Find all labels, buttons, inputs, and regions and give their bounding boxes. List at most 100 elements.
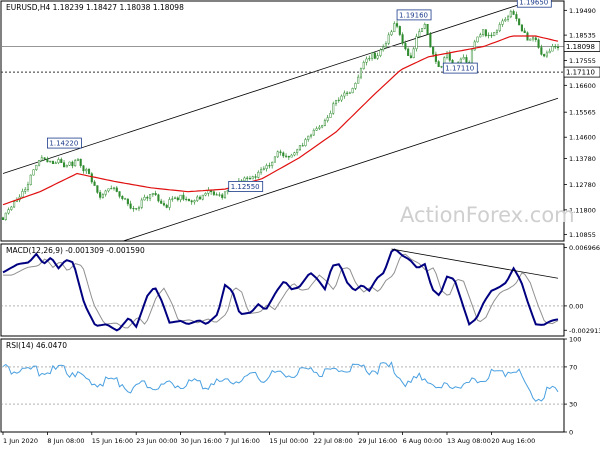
candle-body — [298, 145, 301, 151]
price-tick-label: 1.15565 — [569, 109, 596, 117]
candle-body — [115, 187, 118, 192]
candle-body — [1, 217, 5, 220]
candle-body — [440, 66, 443, 68]
annotation-label: 1.17110 — [445, 65, 474, 73]
candle-body — [534, 37, 537, 40]
candle-body — [304, 139, 307, 146]
candle-body — [185, 198, 188, 200]
candle-body — [257, 171, 260, 178]
candle-body — [373, 52, 376, 59]
candle-body — [101, 194, 104, 198]
candle-body — [187, 198, 190, 201]
candle-body — [301, 145, 304, 147]
candle-body — [63, 162, 66, 168]
time-tick-label: 30 Jun 16:00 — [181, 437, 222, 445]
candle-body — [68, 161, 71, 166]
rsi-axis: 100 70 30 0 — [564, 336, 581, 437]
candle-body — [24, 189, 27, 192]
candle-body — [49, 160, 52, 163]
candle-body — [154, 193, 157, 196]
candle-body — [420, 28, 424, 32]
macd-label: MACD(12,26,9) -0.001309 -0.001590 — [6, 246, 145, 255]
candle-body — [157, 194, 160, 202]
candle-body — [337, 99, 340, 101]
candle-body — [437, 61, 440, 67]
candle-body — [309, 134, 313, 137]
candle-body — [132, 207, 135, 210]
time-tick-label: 7 Jul 16:00 — [225, 437, 260, 445]
candle-body — [445, 53, 449, 58]
time-tick-label: 22 Jul 08:00 — [314, 437, 353, 445]
annotation-label: 1.19160 — [399, 11, 428, 19]
time-tick-label: 13 Aug 08:00 — [447, 437, 491, 445]
level-tag-box — [563, 66, 600, 78]
candle-body — [271, 161, 274, 166]
channel-upper-line — [2, 0, 531, 174]
candle-body — [57, 159, 60, 164]
watermark: ActionForex.com — [400, 203, 575, 227]
candle-body — [490, 34, 493, 37]
candle-body — [312, 130, 315, 136]
macd-divergence-line — [391, 248, 559, 279]
candle-body — [470, 49, 474, 64]
candle-body — [379, 49, 382, 56]
candle-body — [285, 155, 288, 157]
candle-body — [215, 194, 218, 196]
candle-body — [498, 24, 501, 32]
candle-body — [221, 194, 224, 198]
candle-body — [540, 47, 543, 55]
candle-body — [151, 193, 154, 195]
candle-body — [118, 191, 121, 197]
candle-body — [529, 38, 532, 41]
candle-body — [32, 169, 35, 176]
candle-body — [545, 52, 548, 57]
candle-body — [365, 58, 368, 63]
candle-body — [287, 155, 290, 158]
last-price-tag-box — [563, 41, 600, 52]
last-price-tag-text: 1.18098 — [566, 43, 595, 51]
price-tick-label: 1.11800 — [569, 206, 596, 214]
candle-body — [543, 54, 546, 57]
candle-body — [29, 174, 32, 185]
annotation-box — [442, 62, 478, 74]
candle-body — [429, 34, 432, 48]
candle-body — [135, 208, 138, 210]
candle-body — [212, 191, 215, 195]
candle-body — [174, 197, 177, 200]
candle-body — [501, 20, 504, 25]
candle-body — [465, 57, 468, 63]
candle-body — [146, 196, 149, 199]
candle-body — [390, 31, 393, 36]
channel-lower-line — [123, 97, 559, 242]
candle-body — [193, 200, 196, 203]
candle-body — [251, 176, 254, 180]
macd-tick-label: -0.002913 — [569, 327, 600, 335]
annotation-label: 1.19650 — [519, 0, 548, 7]
time-tick-label: 15 Jun 16:00 — [92, 437, 133, 445]
annotation-box — [228, 181, 264, 192]
annotation-box — [47, 137, 82, 149]
time-tick-label: 20 Aug 16:00 — [491, 437, 535, 445]
price-panel-frame — [0, 0, 565, 242]
price-tick-label: 1.10855 — [569, 231, 596, 239]
candle-body — [262, 168, 265, 170]
candle-body — [243, 177, 246, 182]
candle-body — [351, 88, 354, 94]
rsi-gridlines — [1, 366, 564, 405]
candle-body — [140, 199, 143, 208]
candle-body — [282, 152, 285, 157]
candle-body — [368, 57, 371, 60]
candle-body — [107, 188, 110, 192]
candle-body — [554, 46, 557, 48]
candle-body — [268, 165, 271, 167]
candle-body — [423, 24, 426, 29]
rsi-line — [2, 361, 559, 402]
annotation-label: 1.14220 — [49, 140, 78, 148]
candle-body — [60, 159, 63, 163]
candle-body — [176, 197, 179, 201]
candle-body — [160, 200, 163, 204]
price-tick-label: 1.19490 — [569, 7, 596, 15]
price-tick-label: 1.13780 — [569, 155, 596, 163]
